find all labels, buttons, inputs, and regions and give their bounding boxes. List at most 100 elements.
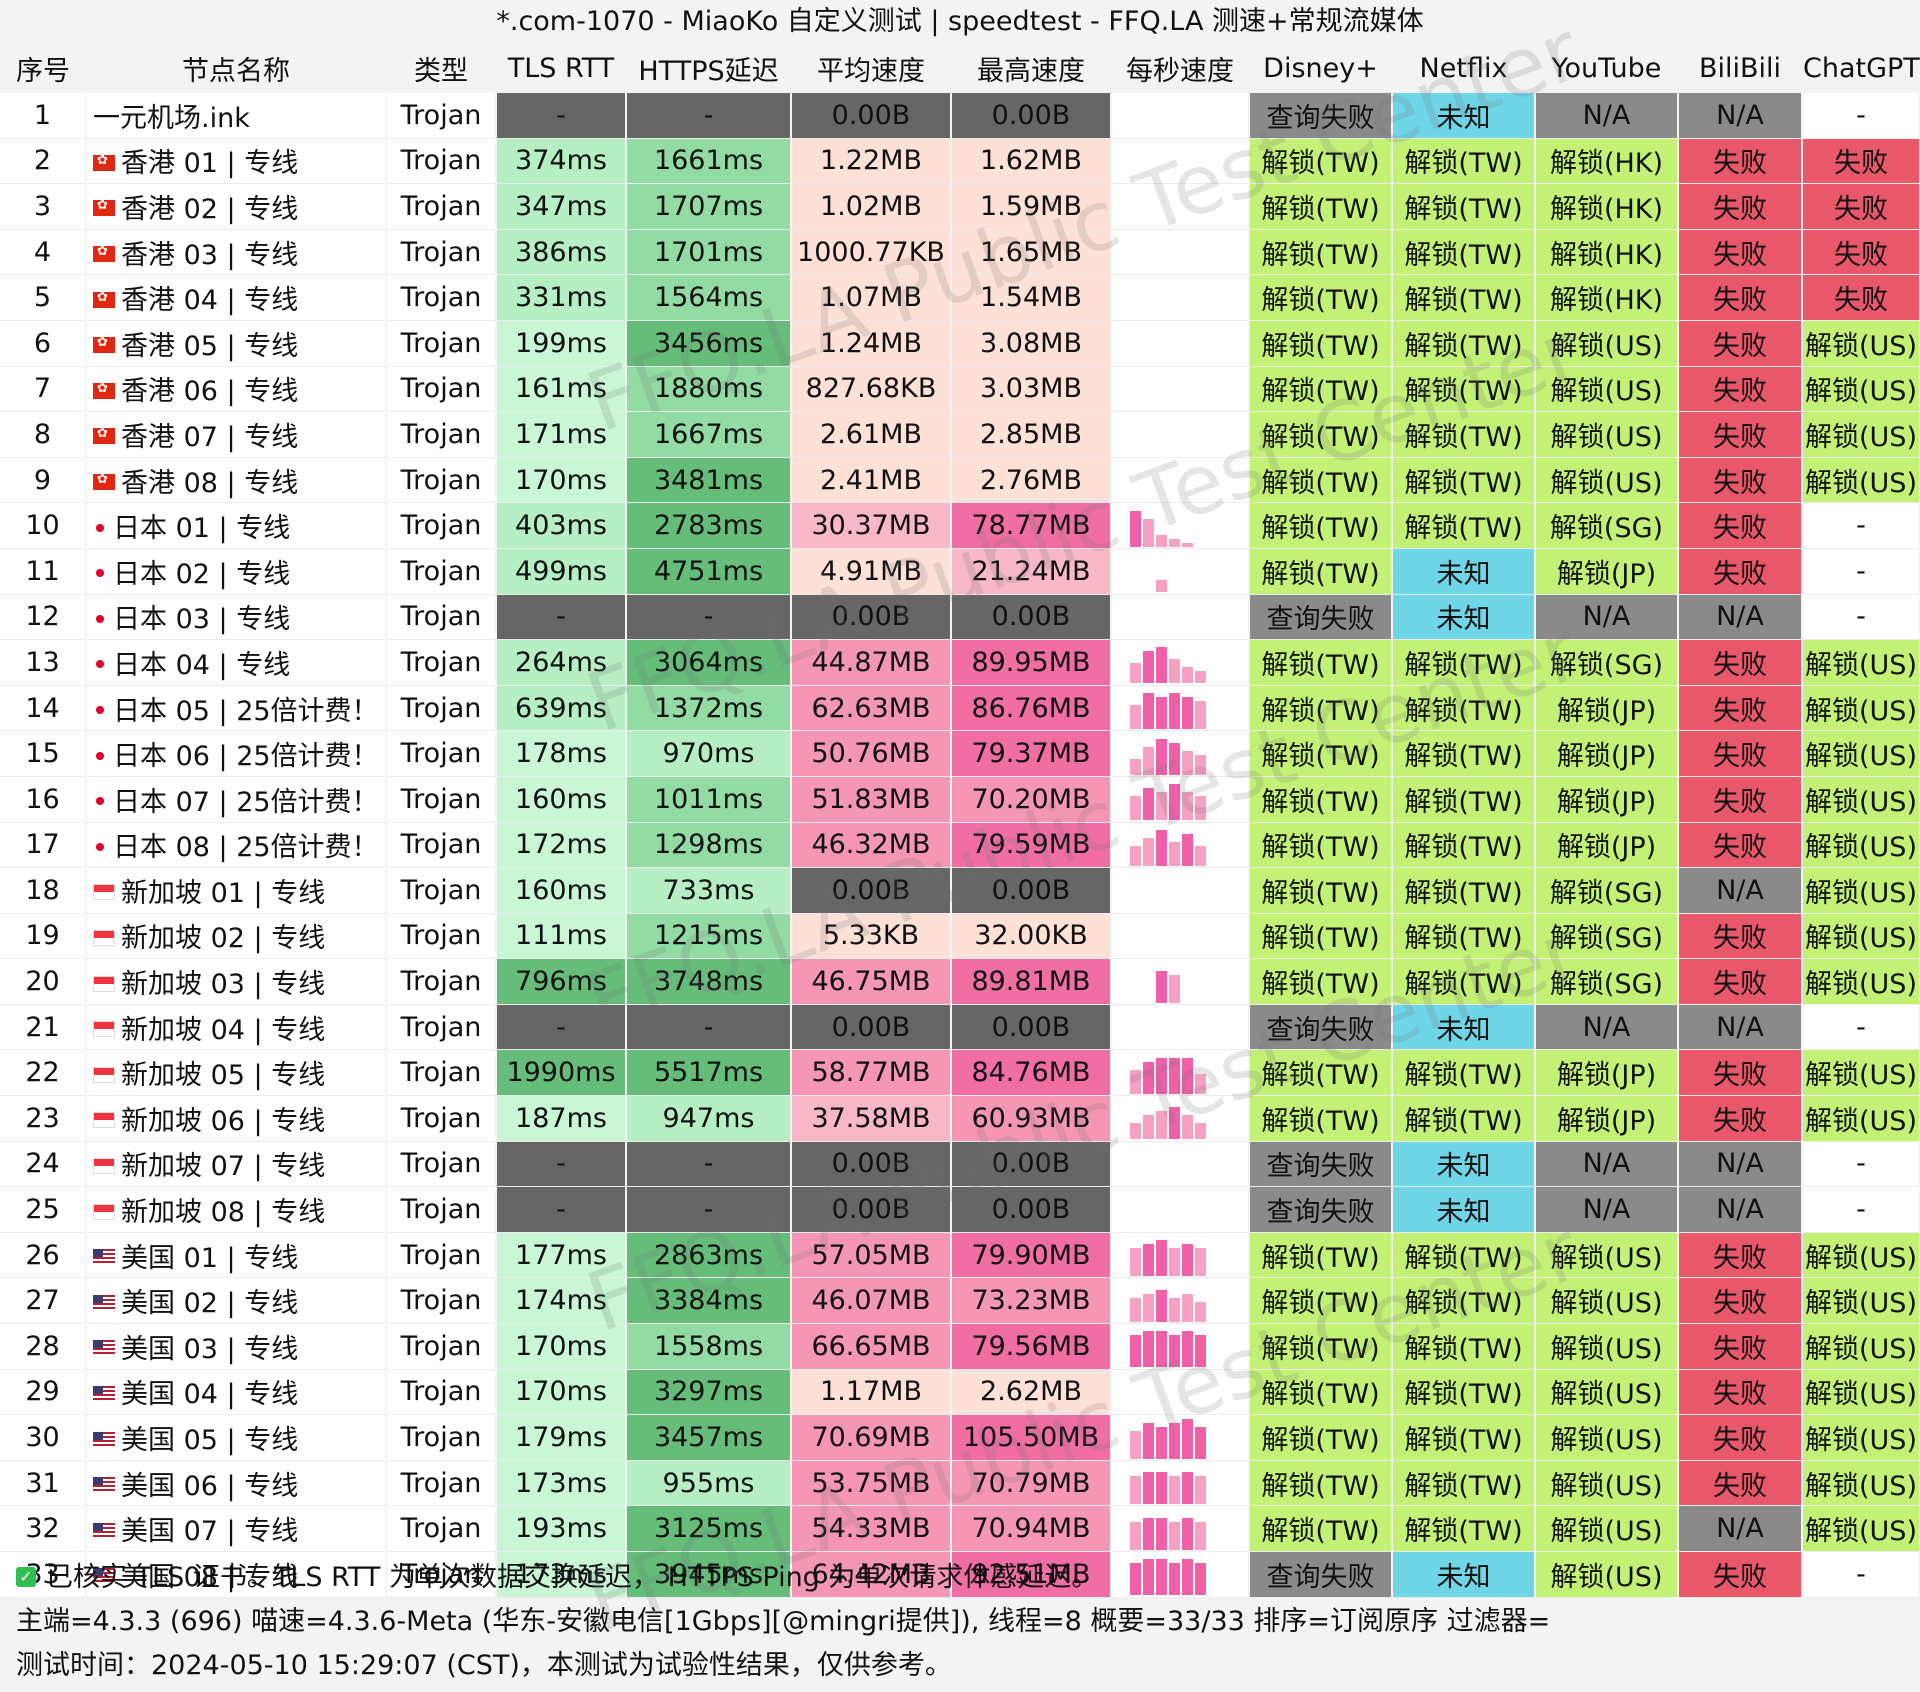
cell-node-name: 新加坡 05 | 专线 <box>86 1049 387 1097</box>
cell-netflix: 解锁(TW) <box>1392 639 1536 686</box>
cell-bilibili: 失败 <box>1678 366 1803 413</box>
cell-per-second-speed <box>1111 639 1250 686</box>
cell-type: Trojan <box>386 1095 497 1142</box>
cell-chatgpt: 解锁(US) <box>1802 320 1920 367</box>
cell-type: Trojan <box>386 93 497 139</box>
speed-sparkline <box>1130 641 1222 684</box>
speed-bar <box>1169 1335 1180 1368</box>
cell-netflix: 解锁(TW) <box>1392 1232 1536 1279</box>
speed-sparkline <box>1130 1417 1222 1459</box>
cell-chatgpt: 解锁(US) <box>1802 1277 1920 1325</box>
cell-tls-rtt: 173ms <box>496 1460 627 1507</box>
speed-sparkline <box>1130 1280 1222 1322</box>
cell-avg-speed: 0.00B <box>791 594 952 641</box>
check-icon: ✓ <box>16 1566 36 1587</box>
cell-max-speed: 1.59MB <box>951 183 1112 230</box>
cell-youtube: 解锁(JP) <box>1535 1095 1679 1142</box>
cell-avg-speed: 30.37MB <box>791 502 952 549</box>
table-row: 6 香港 05 | 专线 Trojan199ms3456ms1.24MB3.08MB… <box>0 320 1920 367</box>
cell-index: 28 <box>0 1323 87 1370</box>
cell-tls-rtt: 796ms <box>496 958 627 1005</box>
cell-type: Trojan <box>386 320 497 367</box>
hk-flag-icon <box>93 381 115 399</box>
speed-bar <box>1169 1422 1180 1459</box>
cell-index: 17 <box>0 822 87 869</box>
node-name-text: 日本 08 | 25倍计费！ <box>113 832 379 864</box>
cell-chatgpt: - <box>1802 548 1920 595</box>
cell-max-speed: 0.00B <box>951 594 1112 641</box>
cell-avg-speed: 1.02MB <box>791 183 952 230</box>
cell-bilibili: N/A <box>1678 1505 1803 1552</box>
speed-bar <box>1130 1069 1141 1094</box>
cell-avg-speed: 70.69MB <box>791 1414 952 1461</box>
speed-bar <box>1156 1331 1167 1368</box>
cell-netflix: 解锁(TW) <box>1392 1460 1536 1507</box>
speed-bar <box>1169 1057 1180 1094</box>
cell-tls-rtt: 173ms <box>496 1551 627 1598</box>
cell-type: Trojan <box>386 639 497 686</box>
speed-bar <box>1130 1476 1141 1505</box>
speed-bar <box>1156 1111 1167 1140</box>
cell-max-speed: 1.62MB <box>951 138 1112 185</box>
cell-per-second-speed <box>1111 776 1250 823</box>
node-name-text: 新加坡 08 | 专线 <box>121 1197 326 1229</box>
cell-chatgpt: 失败 <box>1802 274 1920 321</box>
cell-avg-speed: 50.76MB <box>791 730 952 777</box>
cell-chatgpt: 解锁(US) <box>1802 958 1920 1005</box>
speed-sparkline <box>1130 1234 1222 1277</box>
table-row: 13 日本 04 | 专线 Trojan 264ms 3064ms 44.87MB 89.9… <box>0 639 1920 686</box>
jp-flag-icon <box>93 702 107 718</box>
speed-bar <box>1143 518 1154 547</box>
speed-bar <box>1156 1426 1167 1459</box>
cell-type: Trojan <box>386 457 497 504</box>
cell-max-speed: 84.76MB <box>951 1049 1112 1097</box>
cell-avg-speed: 1.17MB <box>791 1369 952 1416</box>
table-row: 23 新加坡 06 | 专线 Trojan 187ms 947ms 37.58MB 60.9… <box>0 1095 1920 1142</box>
cell-disney: 查询失败 <box>1249 1141 1393 1188</box>
cell-netflix: 未知 <box>1392 594 1536 641</box>
cell-max-speed: 2.62MB <box>951 1369 1112 1416</box>
cell-index: 26 <box>0 1232 87 1279</box>
cell-tls-rtt: 172ms <box>496 822 627 869</box>
cell-netflix: 解锁(TW) <box>1392 685 1536 732</box>
cell-https-latency: 5517ms <box>626 1049 792 1097</box>
cell-https-latency: - <box>626 594 792 641</box>
cell-node-name: 美国 06 | 专线 <box>86 1460 387 1507</box>
cell-avg-speed: 1.22MB <box>791 138 952 185</box>
cell-netflix: 未知 <box>1392 548 1536 595</box>
cell-avg-speed: 46.07MB <box>791 1277 952 1325</box>
speed-bar <box>1182 750 1193 775</box>
footer-backend-info: 主端=4.3.3 (696) 喵速=4.3.6-Meta (华东-安徽电信[1G… <box>16 1606 1551 1637</box>
cell-chatgpt: 解锁(US) <box>1802 639 1920 686</box>
cell-chatgpt: - <box>1802 93 1920 139</box>
header-chatgpt: ChatGPT <box>1802 44 1920 93</box>
speed-bar <box>1195 1426 1206 1459</box>
cell-disney: 解锁(TW) <box>1249 548 1393 595</box>
cell-chatgpt: 解锁(US) <box>1802 457 1920 504</box>
cell-type: Trojan <box>386 1460 497 1507</box>
cell-tls-rtt: 161ms <box>496 366 627 413</box>
us-flag-icon <box>93 1385 115 1402</box>
cell-per-second-speed <box>1111 822 1250 869</box>
cell-type: Trojan <box>386 730 497 777</box>
speed-sparkline <box>1130 778 1222 821</box>
cell-disney: 解锁(TW) <box>1249 913 1393 960</box>
cell-chatgpt: 解锁(US) <box>1802 913 1920 960</box>
cell-tls-rtt: - <box>496 1186 627 1233</box>
cell-tls-rtt: 171ms <box>496 411 627 458</box>
cell-node-name: 美国 01 | 专线 <box>86 1232 387 1279</box>
speed-bar <box>1195 1301 1206 1322</box>
cell-https-latency: 3456ms <box>626 320 792 367</box>
sg-flag-icon <box>93 1021 115 1038</box>
cell-chatgpt: 解锁(US) <box>1802 1505 1920 1552</box>
cell-youtube: N/A <box>1535 93 1679 139</box>
cell-max-speed: 105.50MB <box>951 1414 1112 1461</box>
cell-max-speed: 73.23MB <box>951 1277 1112 1325</box>
cell-node-name: 香港 05 | 专线 <box>86 320 387 367</box>
cell-type: Trojan <box>386 1141 497 1188</box>
speed-bar <box>1182 1517 1193 1550</box>
cell-netflix: 解锁(TW) <box>1392 867 1536 914</box>
speed-sparkline <box>1130 1508 1222 1550</box>
cell-type: Trojan <box>386 1277 497 1325</box>
cell-tls-rtt: - <box>496 93 627 139</box>
